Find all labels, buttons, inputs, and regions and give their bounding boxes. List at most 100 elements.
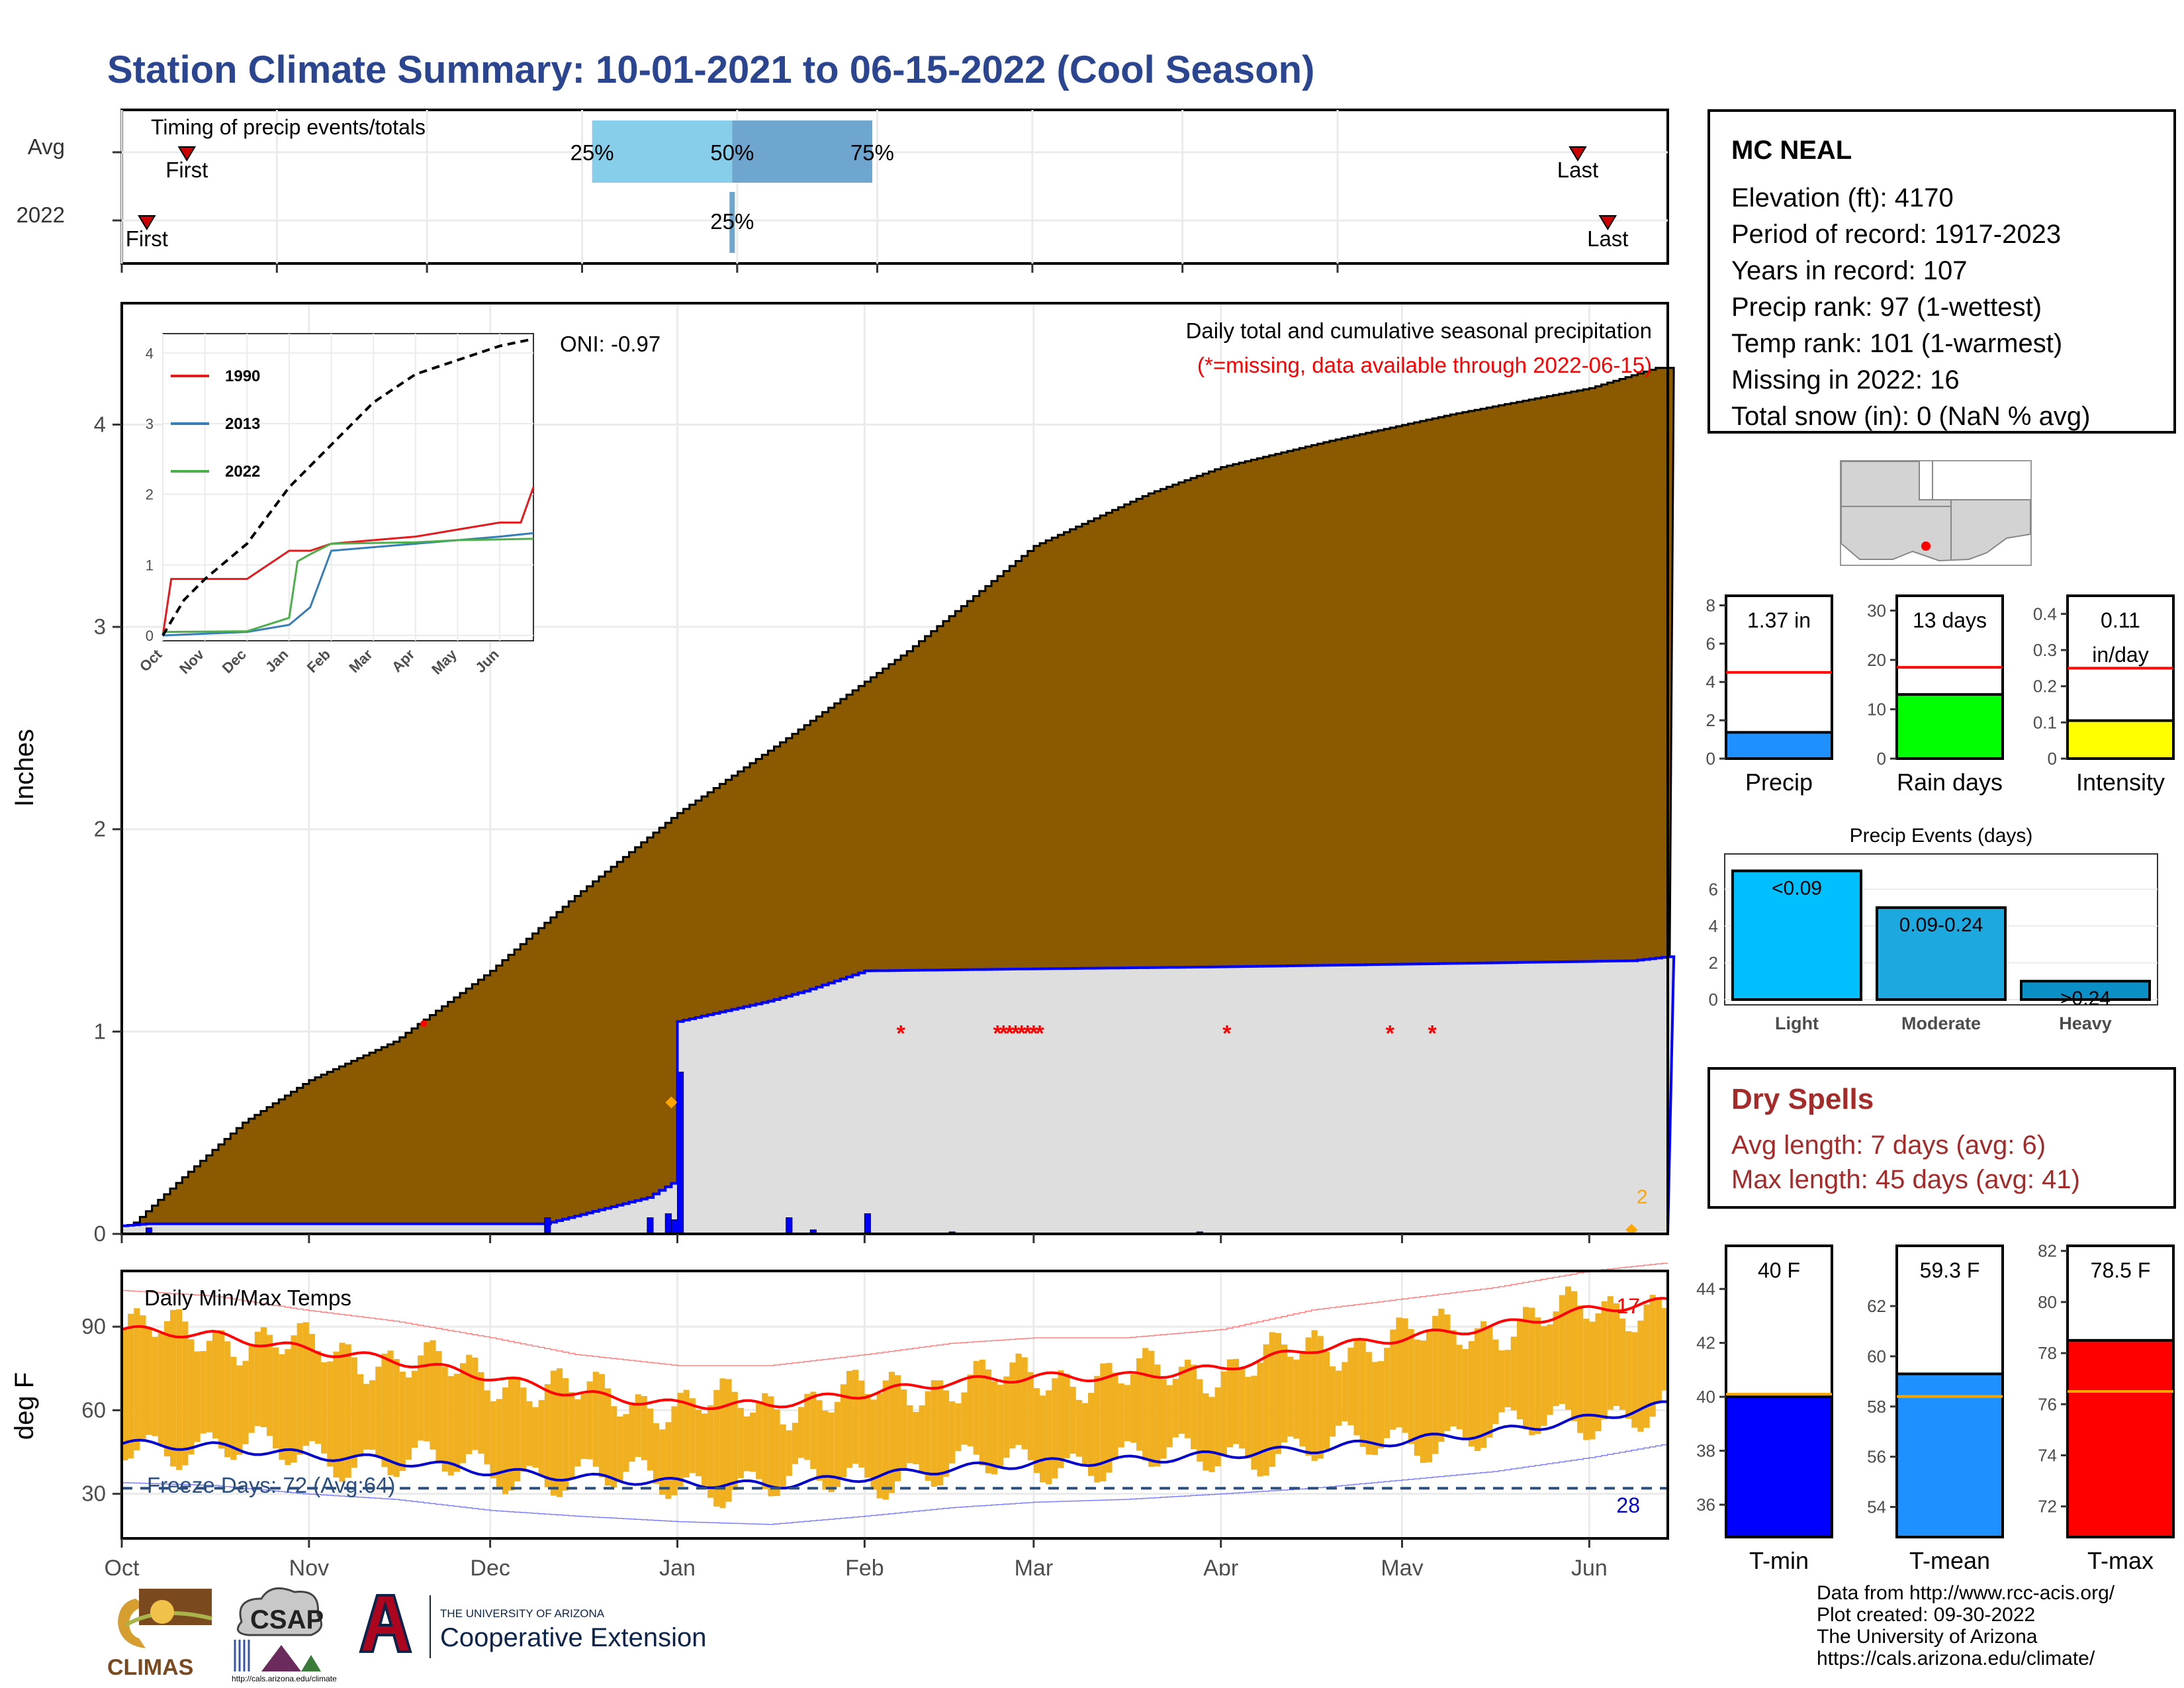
daily-temp-bar bbox=[1263, 1344, 1269, 1476]
daily-temp-bar bbox=[677, 1393, 684, 1487]
timing-avg-first-marker bbox=[177, 146, 197, 162]
record-high-label: 17 bbox=[1616, 1294, 1640, 1318]
daily-temp-bar bbox=[1075, 1399, 1082, 1457]
daily-temp-bar bbox=[707, 1405, 714, 1498]
daily-temp-bar bbox=[321, 1362, 328, 1454]
stat-y-tick-label: 10 bbox=[1867, 699, 1886, 719]
daily-temp-bar bbox=[623, 1414, 629, 1472]
daily-temp-bar bbox=[490, 1401, 496, 1479]
daily-temp-bar bbox=[1323, 1351, 1330, 1450]
inset-legend-label: 1990 bbox=[225, 367, 260, 385]
daily-temp-bar bbox=[713, 1389, 720, 1507]
info-temp-rank: Temp rank: 101 (1-warmest) bbox=[1731, 329, 2063, 358]
daily-temp-bar bbox=[955, 1403, 962, 1452]
daily-temp-bar bbox=[1251, 1376, 1257, 1470]
daily-temp-bar bbox=[774, 1409, 780, 1496]
daily-temp-bar bbox=[357, 1374, 363, 1457]
daily-temp-bar bbox=[1601, 1301, 1608, 1420]
daily-temp-bar bbox=[170, 1309, 177, 1467]
precip-y-tick-label: 3 bbox=[94, 614, 106, 639]
csap-logo: CSAP http://cals.arizona.edu/climate bbox=[232, 1587, 337, 1683]
daily-temp-bar bbox=[1510, 1336, 1517, 1411]
daily-temp-bar bbox=[653, 1423, 660, 1484]
daily-temp-bar bbox=[1390, 1329, 1396, 1430]
daily-precip-bar bbox=[670, 1219, 678, 1235]
daily-temp-bar bbox=[1347, 1347, 1354, 1426]
daily-temp-bar bbox=[1371, 1362, 1378, 1456]
temp-title: Daily Min/Max Temps bbox=[144, 1286, 351, 1310]
events-bar bbox=[2020, 980, 2151, 1002]
missing-data-marker: * bbox=[1029, 1021, 1038, 1046]
stat-bar bbox=[2066, 719, 2175, 761]
stat-y-tick-label: 0.4 bbox=[2033, 604, 2057, 624]
footer-line-org: The University of Arizona bbox=[1817, 1626, 2038, 1648]
daily-temp-bar bbox=[1649, 1295, 1656, 1417]
dry-spells-avg: Avg length: 7 days (avg: 6) bbox=[1731, 1131, 2046, 1160]
daily-temp-bar bbox=[291, 1335, 297, 1463]
precip-stats-chart: 0 2 4 6 8 1.37 in Precip 0 10 20 30 13 days Rain day… bbox=[1706, 594, 2175, 796]
daily-temp-bar bbox=[858, 1380, 865, 1468]
precip-subtitle: (*=missing, data available through 2022-… bbox=[1197, 353, 1652, 377]
daily-temp-bar bbox=[1365, 1352, 1372, 1455]
tmin-avg-line bbox=[121, 1400, 1668, 1490]
daily-temp-bar bbox=[991, 1381, 998, 1475]
daily-temp-bar bbox=[870, 1399, 877, 1490]
stat-y-tick-label: 74 bbox=[2038, 1445, 2057, 1465]
timing-2022-last-marker bbox=[1598, 215, 1617, 230]
daily-temp-bar bbox=[1124, 1385, 1130, 1442]
timing-avg-quantile-label: 25% bbox=[570, 140, 614, 165]
stat-t-mean: 54 56 58 60 62 59.3 F T-mean bbox=[1867, 1244, 2004, 1574]
freeze-label: Freeze Days: 72 (Avg:64) bbox=[147, 1473, 395, 1497]
stat-bar bbox=[1725, 731, 1833, 760]
daily-temp-bar bbox=[816, 1400, 823, 1481]
daily-temp-bar bbox=[550, 1370, 557, 1496]
stat-bar bbox=[1895, 1372, 2004, 1538]
stat-category-label: T-max bbox=[2087, 1547, 2154, 1574]
stat-intensity: 0 0.1 0.2 0.3 0.4 0.11 in/day Intensity bbox=[2033, 594, 2175, 796]
daily-temp-bar bbox=[496, 1399, 502, 1490]
info-period: Period of record: 1917-2023 bbox=[1731, 220, 2062, 249]
inset-y-tick-label: 2 bbox=[146, 487, 154, 503]
daily-temp-bar bbox=[418, 1355, 424, 1441]
inset-y-tick-label: 0 bbox=[146, 628, 154, 644]
daily-temp-bar bbox=[1631, 1332, 1638, 1428]
temp-x-tick-label: Jan bbox=[659, 1556, 696, 1575]
daily-temp-bar bbox=[146, 1328, 152, 1435]
events-category-label: Light bbox=[1775, 1013, 1819, 1033]
timing-2022-quantile-label: 25% bbox=[710, 209, 754, 234]
events-bar bbox=[1876, 906, 2007, 1001]
daily-temp-bar bbox=[780, 1424, 786, 1489]
daily-temp-bar bbox=[1112, 1372, 1118, 1460]
daily-temp-bar bbox=[1021, 1357, 1028, 1450]
temp-frame bbox=[120, 1270, 1669, 1540]
timing-avg-quantile-label: 75% bbox=[850, 140, 894, 165]
daily-temp-bar bbox=[1516, 1319, 1523, 1420]
info-elevation: Elevation (ft): 4170 bbox=[1731, 183, 1954, 212]
daily-temp-bar bbox=[424, 1342, 430, 1442]
daily-temp-bar bbox=[296, 1323, 303, 1455]
timing-2022-last-label: Last bbox=[1587, 226, 1628, 251]
daily-temp-bar bbox=[961, 1392, 968, 1445]
daily-temp-bar bbox=[1275, 1333, 1281, 1454]
footer-line-created: Plot created: 09-30-2022 bbox=[1817, 1604, 2036, 1626]
daily-temp-bar bbox=[302, 1322, 309, 1446]
daily-temp-bar bbox=[176, 1309, 183, 1470]
events-bar-label: >0.24 bbox=[2060, 988, 2111, 1009]
daily-temp-bar bbox=[936, 1380, 943, 1486]
daily-temp-bar bbox=[236, 1365, 243, 1455]
precip-y-tick-label: 2 bbox=[94, 817, 106, 841]
daily-temp-bar bbox=[508, 1377, 515, 1491]
daily-temp-bar bbox=[393, 1359, 400, 1477]
precip-missing-markers: * ******** * * * bbox=[897, 1021, 1437, 1046]
daily-temp-bar bbox=[267, 1335, 273, 1436]
daily-temp-bar bbox=[532, 1407, 539, 1468]
events-category-label: Heavy bbox=[2059, 1013, 2112, 1033]
daily-temp-bar bbox=[345, 1344, 351, 1478]
daily-temp-bar bbox=[1553, 1311, 1559, 1407]
daily-temp-bar bbox=[629, 1403, 635, 1462]
events-category-label: Moderate bbox=[1901, 1013, 1981, 1033]
daily-temp-bar bbox=[1661, 1307, 1668, 1391]
inset-line-2022 bbox=[162, 538, 534, 633]
university-of-arizona-logo: THE UNIVERSITY OF ARIZONA Cooperative Ex… bbox=[359, 1594, 706, 1658]
